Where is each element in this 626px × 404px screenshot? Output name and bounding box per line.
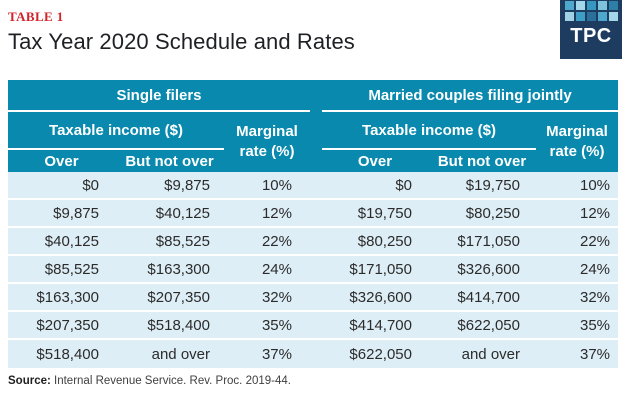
column-gap xyxy=(310,312,322,340)
table-row: $518,400 and over 37% $622,050 and over 37% xyxy=(8,340,619,368)
income-cell: $9,875 xyxy=(8,200,115,228)
table-row: $207,350 $518,400 35% $414,700 $622,050 35% xyxy=(8,312,619,340)
income-cell: $207,350 xyxy=(115,284,224,312)
income-cell: $9,875 xyxy=(115,172,224,200)
logo-tile-icon xyxy=(564,12,574,21)
logo-grid-icon xyxy=(560,1,622,21)
over-header-single: Over xyxy=(8,150,115,172)
column-gap xyxy=(310,172,322,200)
income-cell: $0 xyxy=(8,172,115,200)
table-row: $163,300 $207,350 32% $326,600 $414,700 32% xyxy=(8,284,619,312)
income-cell: $40,125 xyxy=(8,228,115,256)
income-cell: $19,750 xyxy=(428,172,536,200)
masthead: TABLE 1 Tax Year 2020 Schedule and Rates… xyxy=(8,0,622,80)
income-cell: $19,750 xyxy=(322,200,428,228)
table-body: $0 $9,875 10% $0 $19,750 10% $9,875 $40,125 12% $… xyxy=(8,172,619,368)
but-not-over-header-married: But not over xyxy=(428,150,536,172)
over-header-married: Over xyxy=(322,150,428,172)
subheader-row: Taxable income ($) Marginal rate (%) Tax… xyxy=(8,112,619,172)
income-cell: $414,700 xyxy=(322,312,428,340)
group-header-row: Single filers Married couples filing joi… xyxy=(8,80,619,172)
income-cell: $326,600 xyxy=(322,284,428,312)
logo-tile-icon xyxy=(586,1,596,10)
income-cell: $163,300 xyxy=(115,256,224,284)
table-row: $9,875 $40,125 12% $19,750 $80,250 12% xyxy=(8,200,619,228)
column-header-row: Over But not over Over But not over xyxy=(8,150,618,172)
logo-tile-icon xyxy=(597,1,607,10)
rate-cell: 37% xyxy=(224,340,310,368)
rate-cell: 22% xyxy=(536,228,619,256)
rate-cell: 12% xyxy=(224,200,310,228)
source-note: Source: Internal Revenue Service. Rev. P… xyxy=(8,375,618,387)
rate-cell: 22% xyxy=(224,228,310,256)
income-cell: $171,050 xyxy=(322,256,428,284)
income-cell: $622,050 xyxy=(322,340,428,368)
rate-cell: 10% xyxy=(224,172,310,200)
logo-tile-icon xyxy=(608,1,618,10)
logo-tile-icon xyxy=(608,12,618,21)
income-cell: $85,525 xyxy=(115,228,224,256)
rate-cell: 35% xyxy=(224,312,310,340)
logo-tile-icon xyxy=(586,12,596,21)
rate-cell: 32% xyxy=(224,284,310,312)
group-header-married: Married couples filing jointly xyxy=(322,80,619,112)
rate-cell: 32% xyxy=(536,284,619,312)
column-gap xyxy=(310,80,322,172)
column-gap xyxy=(310,284,322,312)
column-gap xyxy=(310,228,322,256)
income-cell: $80,250 xyxy=(322,228,428,256)
but-not-over-header-single: But not over xyxy=(115,150,224,172)
logo-text: TPC xyxy=(570,25,612,47)
table-header: Single filers Married couples filing joi… xyxy=(8,80,619,172)
rate-cell: 12% xyxy=(536,200,619,228)
income-cell: $518,400 xyxy=(8,340,115,368)
column-gap xyxy=(310,256,322,284)
marginal-rate-header-single: Marginal rate (%) xyxy=(224,112,310,172)
income-cell: $518,400 xyxy=(115,312,224,340)
tax-rates-table: Single filers Married couples filing joi… xyxy=(8,80,619,368)
income-cell: and over xyxy=(428,340,536,368)
table-row: $0 $9,875 10% $0 $19,750 10% xyxy=(8,172,619,200)
logo-tile-icon xyxy=(597,12,607,21)
table-row: $85,525 $163,300 24% $171,050 $326,600 24% xyxy=(8,256,619,284)
logo-tile-icon xyxy=(564,1,574,10)
rate-cell: 24% xyxy=(536,256,619,284)
table-row: $40,125 $85,525 22% $80,250 $171,050 22% xyxy=(8,228,619,256)
marginal-rate-header-married: Marginal rate (%) xyxy=(536,112,619,172)
tpc-logo: TPC xyxy=(560,0,622,59)
income-cell: $207,350 xyxy=(8,312,115,340)
income-cell: $171,050 xyxy=(428,228,536,256)
source-text: Internal Revenue Service. Rev. Proc. 201… xyxy=(50,375,291,387)
income-cell: $163,300 xyxy=(8,284,115,312)
rate-cell: 35% xyxy=(536,312,619,340)
income-cell: $0 xyxy=(322,172,428,200)
logo-tile-icon xyxy=(575,1,585,10)
income-cell: $80,250 xyxy=(428,200,536,228)
column-gap xyxy=(310,200,322,228)
income-cell: $40,125 xyxy=(115,200,224,228)
column-gap xyxy=(310,340,322,368)
taxable-income-header-single: Taxable income ($) xyxy=(8,112,224,150)
income-cell: $622,050 xyxy=(428,312,536,340)
source-label: Source: xyxy=(8,375,51,387)
logo-tile-icon xyxy=(575,12,585,21)
table-label: TABLE 1 xyxy=(8,9,64,24)
rate-cell: 24% xyxy=(224,256,310,284)
rate-cell: 37% xyxy=(536,340,619,368)
taxable-income-header-married: Taxable income ($) xyxy=(322,112,536,150)
income-cell: $85,525 xyxy=(8,256,115,284)
income-cell: $414,700 xyxy=(428,284,536,312)
income-cell: and over xyxy=(115,340,224,368)
page-title: Tax Year 2020 Schedule and Rates xyxy=(8,29,355,54)
rate-cell: 10% xyxy=(536,172,619,200)
group-header-single: Single filers xyxy=(8,80,310,112)
income-cell: $326,600 xyxy=(428,256,536,284)
